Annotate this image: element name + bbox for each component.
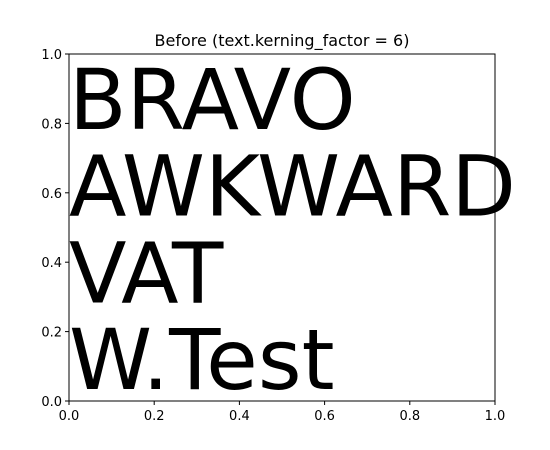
annotation-text: VAT: [69, 224, 224, 322]
y-tick-label: 1.0: [41, 48, 62, 63]
annotation-text: BRAVO: [69, 51, 356, 149]
x-tick-label: 0.0: [59, 409, 80, 424]
chart-title: Before (text.kerning_factor = 6): [155, 31, 410, 51]
y-tick-label: 0.2: [41, 326, 62, 341]
annotation-text: AWKWARD: [69, 138, 516, 236]
y-tick-label: 0.0: [41, 395, 62, 410]
y-axis: 0.0 0.2 0.4 0.6 0.8 1.0: [41, 48, 69, 410]
x-tick-label: 0.8: [399, 409, 420, 424]
x-tick-label: 0.4: [229, 409, 250, 424]
y-tick-label: 0.4: [41, 256, 62, 271]
axes-frame: [68, 53, 496, 402]
x-tick-label: 0.6: [314, 409, 335, 424]
x-axis: 0.0 0.2 0.4 0.6 0.8 1.0: [59, 401, 506, 424]
annotation-text: W.Test: [69, 311, 335, 409]
y-tick-label: 0.8: [41, 117, 62, 132]
x-tick-label: 0.2: [144, 409, 165, 424]
y-tick-label: 0.6: [41, 187, 62, 202]
x-tick-label: 1.0: [485, 409, 506, 424]
